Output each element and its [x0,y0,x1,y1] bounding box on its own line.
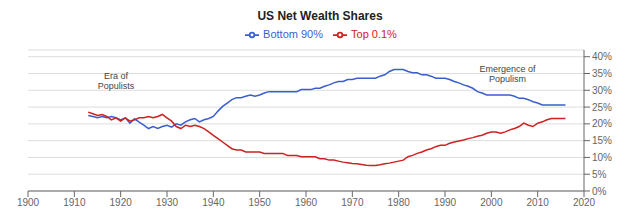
svg-text:1910: 1910 [63,197,86,208]
svg-text:1930: 1930 [156,197,179,208]
svg-text:20%: 20% [592,118,612,129]
svg-text:1980: 1980 [388,197,411,208]
svg-text:1970: 1970 [341,197,364,208]
svg-text:35%: 35% [592,68,612,79]
html-text:Top 0.1%: Top 0.1% [351,28,397,40]
svg-text:40%: 40% [592,51,612,62]
svg-text:1950: 1950 [249,197,272,208]
svg-text:Emergence ofPopulism: Emergence ofPopulism [480,64,537,84]
svg-text:1920: 1920 [110,197,133,208]
svg-text:Era ofPopulists: Era ofPopulists [98,71,135,91]
svg-text:30%: 30% [592,85,612,96]
svg-text:15%: 15% [592,135,612,146]
svg-text:1990: 1990 [434,197,457,208]
svg-text:2010: 2010 [527,197,550,208]
svg-text:1900: 1900 [17,197,40,208]
svg-text:0%: 0% [592,186,607,197]
html-text:Bottom 90%: Bottom 90% [263,28,323,40]
svg-text:1940: 1940 [202,197,225,208]
svg-text:2000: 2000 [480,197,503,208]
svg-text:25%: 25% [592,102,612,113]
svg-text:5%: 5% [592,169,607,180]
svg-text:2020: 2020 [573,197,596,208]
html-text:US Net Wealth Shares: US Net Wealth Shares [257,9,383,23]
svg-text:10%: 10% [592,152,612,163]
svg-text:1960: 1960 [295,197,318,208]
